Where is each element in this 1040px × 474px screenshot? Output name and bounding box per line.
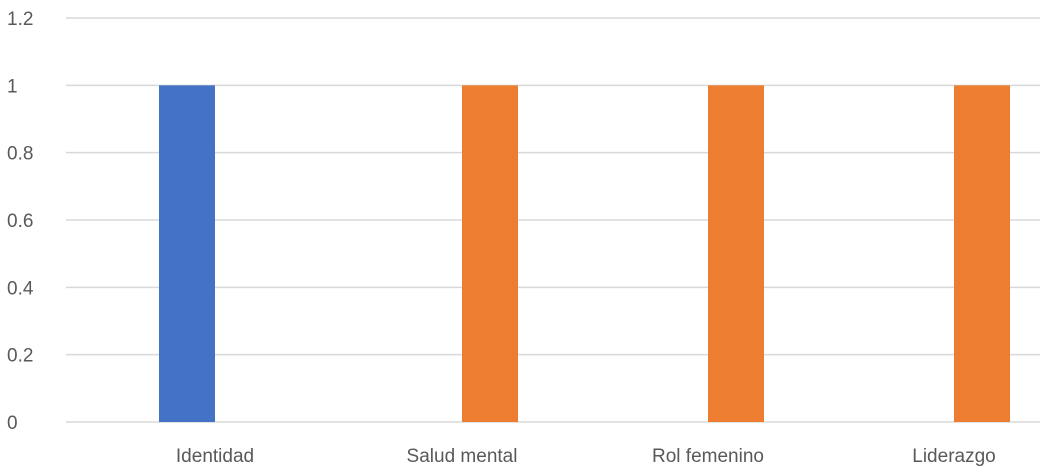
- x-axis-category-labels: Identidad Salud mental Rol femenino Lideraz…: [176, 446, 996, 467]
- bar-salud-mental-series-2: [462, 85, 518, 422]
- gridlines: [66, 17, 1040, 423]
- x-category-label: Identidad: [176, 446, 254, 467]
- x-category-label: Salud mental: [407, 446, 518, 467]
- y-tick-label: 1.2: [7, 9, 33, 30]
- bar-liderazgo-series-2: [954, 85, 1010, 422]
- y-tick-label: 0.8: [7, 144, 33, 165]
- y-tick-label: 0.2: [7, 346, 33, 367]
- y-axis-tick-labels: 0 0.2 0.4 0.6 0.8 1 1.2: [7, 9, 34, 434]
- bar-rol-femenino-series-2: [708, 85, 764, 422]
- y-tick-label: 0.4: [7, 278, 34, 299]
- y-tick-label: 1: [7, 76, 18, 97]
- bar-identidad-series-1: [159, 85, 215, 422]
- y-tick-label: 0.6: [7, 211, 33, 232]
- x-category-label: Liderazgo: [912, 446, 995, 467]
- y-tick-label: 0: [7, 413, 18, 434]
- x-category-label: Rol femenino: [652, 446, 764, 467]
- bars: [159, 85, 1010, 422]
